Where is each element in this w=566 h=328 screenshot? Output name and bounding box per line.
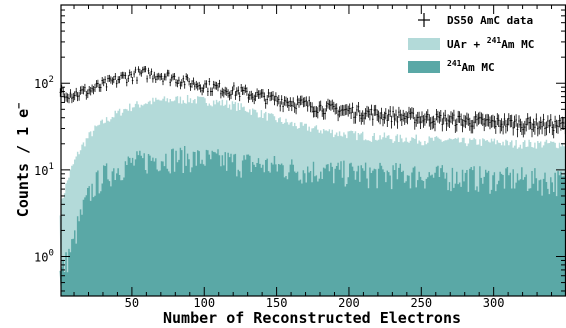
y-tick-label: 102 [34,75,54,91]
y-axis-label-group: Counts / 1 e− [14,103,32,217]
legend-label: UAr + 241Am MC [447,36,534,51]
legend-label: DS50 AmC data [447,14,533,27]
x-tick-label: 150 [266,296,288,310]
legend-swatch [408,38,440,50]
x-tick-label: 250 [410,296,432,310]
x-tick-label: 300 [483,296,505,310]
x-tick-label: 200 [338,296,360,310]
y-axis-label: Counts / 1 e [14,109,32,217]
y-tick-label: 101 [34,162,54,178]
x-axis-label: Number of Reconstructed Electrons [163,309,461,327]
svg-text:Counts / 1 e−: Counts / 1 e− [14,103,32,217]
legend-swatch [408,61,440,73]
y-axis-label-sup: − [14,103,25,109]
histogram-am-mc [59,146,566,296]
legend: DS50 AmC data UAr + 241Am MC 241Am MC [408,13,534,74]
legend-label: 241Am MC [447,59,495,74]
x-tick-label: 100 [193,296,215,310]
x-tick-label: 50 [125,296,139,310]
y-tick-label: 100 [34,249,54,265]
